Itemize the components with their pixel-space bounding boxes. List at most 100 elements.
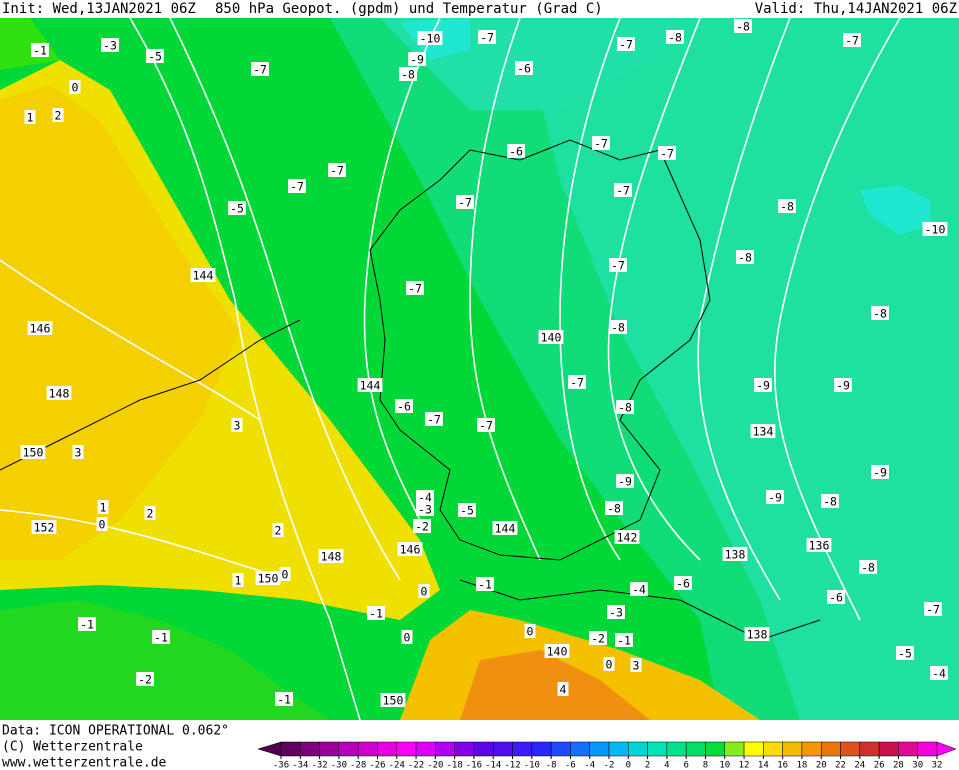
label-box	[69, 80, 81, 94]
map-label: -7	[619, 38, 633, 52]
colorbar-tick-label: 4	[664, 761, 669, 770]
label-box	[821, 494, 839, 508]
copyright: (C) Wetterzentrale	[2, 740, 143, 755]
map-label: 0	[404, 631, 411, 645]
map-label: -2	[591, 632, 605, 646]
map-label: 150	[258, 572, 279, 586]
colorbar-segment	[840, 741, 861, 757]
label-box	[538, 330, 564, 344]
colorbar-arrow	[257, 741, 282, 757]
map	[0, 18, 959, 720]
label-box	[592, 136, 610, 150]
label-box	[380, 693, 406, 707]
label-box	[228, 201, 246, 215]
header-bg	[0, 0, 959, 18]
map-label: -4	[632, 583, 646, 597]
label-box	[272, 523, 284, 537]
colorbar-segment	[280, 741, 301, 757]
map-label: -5	[230, 202, 244, 216]
label-box	[871, 306, 889, 320]
label-box	[843, 33, 861, 47]
map-label: -7	[479, 419, 493, 433]
label-box	[416, 490, 434, 504]
label-box	[896, 646, 914, 660]
map-label: 2	[55, 109, 62, 123]
label-box	[418, 584, 430, 598]
label-box	[31, 520, 57, 534]
label-box	[413, 519, 431, 533]
label-box	[288, 179, 306, 193]
map-label: -1	[478, 578, 492, 592]
label-box	[557, 682, 569, 696]
map-label: -1	[33, 44, 47, 58]
label-box	[255, 571, 281, 585]
valid-text: Valid: Thu,14JAN2021 06Z	[755, 1, 957, 17]
map-label: 0	[421, 585, 428, 599]
label-box	[615, 633, 633, 647]
colorbar-tick-label: -28	[350, 761, 366, 770]
label-box	[630, 658, 642, 672]
label-box	[458, 503, 476, 517]
label-box	[617, 37, 635, 51]
zone-gold	[0, 85, 240, 560]
map-label: -1	[369, 607, 383, 621]
colorbar-segment	[492, 741, 513, 757]
label-box	[24, 110, 36, 124]
map-label: 3	[633, 659, 640, 673]
colorbar-tick-label: -26	[369, 761, 385, 770]
colorbar-tick-label: 0	[626, 761, 631, 770]
map-label: -2	[138, 673, 152, 687]
label-box	[97, 500, 109, 514]
label-box	[607, 605, 625, 619]
colorbar-tick-label: 30	[912, 761, 923, 770]
label-box	[477, 418, 495, 432]
map-label: -7	[290, 180, 304, 194]
zone-cyan	[860, 185, 930, 235]
label-box	[232, 573, 244, 587]
contours	[0, 18, 901, 720]
colorbar-segment	[685, 741, 706, 757]
colorbar-segment	[820, 741, 841, 757]
map-label: -7	[845, 34, 859, 48]
label-box	[357, 378, 383, 392]
map-label: -7	[570, 376, 584, 390]
colorbar-segment	[435, 741, 455, 757]
label-box	[144, 506, 156, 520]
map-label: 1	[235, 574, 242, 588]
colorbar-tick-label: -20	[427, 761, 443, 770]
map-label: -2	[415, 520, 429, 534]
label-box	[136, 672, 154, 686]
data-source: Data: ICON OPERATIONAL 0.062°	[2, 724, 229, 739]
map-label: 1	[27, 111, 34, 125]
map-label: 2	[275, 524, 282, 538]
label-box	[589, 631, 607, 645]
colorbar-tick-label: -12	[504, 761, 520, 770]
map-label: -7	[427, 413, 441, 427]
colorbar-tick-label: 26	[874, 761, 885, 770]
label-box	[251, 62, 269, 76]
label-box	[674, 576, 692, 590]
colorbar-tick-label: -8	[546, 761, 557, 770]
title: 850 hPa Geopot. (gpdm) und Temperatur (G…	[215, 1, 603, 17]
map-label: -5	[898, 647, 912, 661]
map-label: -8	[607, 502, 621, 516]
map-label: -6	[517, 62, 531, 76]
label-box	[20, 445, 46, 459]
map-label: -1	[154, 631, 168, 645]
label-box	[399, 67, 417, 81]
map-label: -10	[420, 32, 441, 46]
label-box	[827, 590, 845, 604]
map-label: 0	[72, 81, 79, 95]
map-label: 152	[34, 521, 55, 535]
colorbar-segment	[859, 741, 880, 757]
map-label: 150	[383, 694, 404, 708]
colorbar-tick-label: -22	[408, 761, 424, 770]
label-box	[744, 627, 770, 641]
colorbar-tick-label: 32	[932, 761, 943, 770]
colorbar-segment	[357, 741, 378, 757]
colorbar-tick-label: 10	[719, 761, 730, 770]
label-box	[417, 31, 443, 45]
colorbar-tick-label: 20	[816, 761, 827, 770]
label-box	[397, 542, 423, 556]
label-box	[72, 445, 84, 459]
